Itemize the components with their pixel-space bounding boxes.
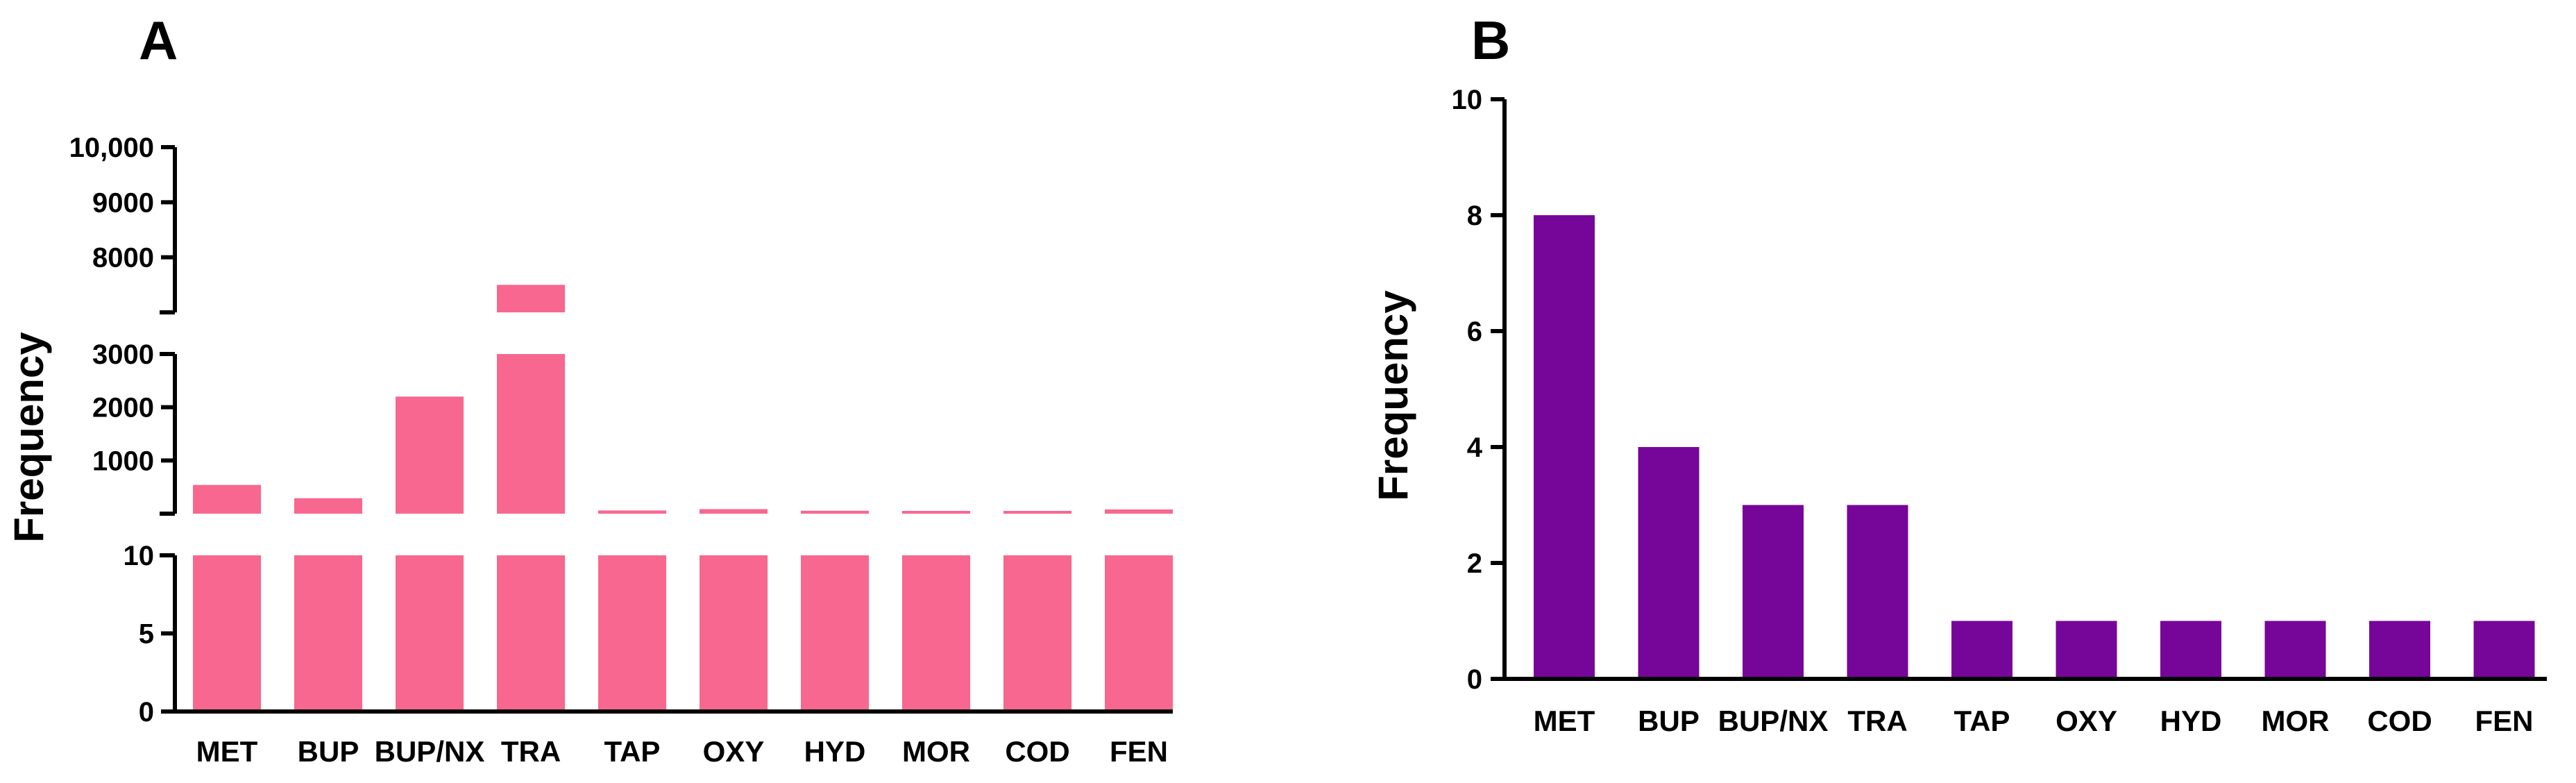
panel-a-y-tick-label: 10,000 <box>69 133 154 163</box>
panel-b-x-tick-label: TAP <box>1954 705 2010 737</box>
bar-mor-segment-mid <box>902 511 970 514</box>
panel-b-y-tick-label: 8 <box>1467 201 1482 231</box>
panel-a-x-tick-label: COD <box>1005 735 1069 768</box>
panel-b-y-tick-label: 2 <box>1467 548 1482 579</box>
panel-b-x-tick-label: MOR <box>2262 705 2330 737</box>
bar-mor-segment-low <box>902 555 970 712</box>
bar-cod-segment-mid <box>1003 511 1071 514</box>
bar-mor <box>2264 621 2326 679</box>
panel-a-x-tick-label: MOR <box>902 735 970 768</box>
bar-tra-segment-low <box>497 555 565 712</box>
bar-bup-nx <box>1743 505 1804 679</box>
panel-a-y-tick-label: 0 <box>139 697 154 727</box>
panel-b-y-tick-label: 4 <box>1467 432 1483 463</box>
bar-tap-segment-mid <box>598 510 666 514</box>
panel-b-letter: B <box>1471 10 1510 71</box>
bar-tap-segment-low <box>598 555 666 712</box>
panel-a-x-tick-label: TAP <box>604 735 661 768</box>
panel-b-x-tick-label: HYD <box>2160 705 2222 737</box>
panel-a-bars <box>193 285 1173 712</box>
panel-a-y-tick-label: 3000 <box>92 339 154 370</box>
panel-b-y-tick-label: 6 <box>1467 317 1482 347</box>
panel-a-x-tick-labels: MET BUP BUP/NX TRA TAP OXY HYD MOR COD FEN <box>196 735 1168 768</box>
bar-bup-segment-mid <box>294 498 362 514</box>
bar-tra-segment-high <box>497 285 565 312</box>
panel-a-x-tick-label: OXY <box>703 735 765 768</box>
bar-fen <box>2473 621 2535 679</box>
panel-a-y-axis-title: Frequency <box>6 332 52 543</box>
panel-a-y-tick-label: 1000 <box>92 446 154 476</box>
panel-b-x-tick-label: FEN <box>2475 705 2534 737</box>
bar-hyd-segment-mid <box>801 510 869 514</box>
panel-a-letter: A <box>139 10 178 71</box>
bar-bup-nx-segment-mid <box>396 396 464 514</box>
panel-b-x-tick-label: OXY <box>2056 705 2117 737</box>
bar-oxy-segment-mid <box>700 509 768 514</box>
bar-cod <box>2369 621 2430 679</box>
bar-met-segment-low <box>193 555 261 712</box>
bar-cod-segment-low <box>1003 555 1071 712</box>
panel-b-x-tick-label: BUP <box>1638 705 1700 737</box>
panel-a-chart: A Frequency 0 5 10 1000 2000 3000 8000 9000 10,0… <box>6 10 1173 768</box>
bar-hyd <box>2160 621 2221 679</box>
panel-a-x-tick-label: FEN <box>1110 735 1168 768</box>
panel-b-bars <box>1534 215 2535 679</box>
panel-b-y-axis-title: Frequency <box>1370 290 1416 501</box>
panel-a-x-tick-label: MET <box>196 735 258 768</box>
bar-tap <box>1951 621 2012 679</box>
panel-a-y-tick-label: 8000 <box>92 243 154 273</box>
panel-a-x-tick-label: BUP/NX <box>375 735 485 768</box>
bar-bup-nx-segment-low <box>396 555 464 712</box>
bar-oxy-segment-low <box>700 555 768 712</box>
bar-oxy <box>2056 621 2117 679</box>
bar-tra-segment-mid <box>497 354 565 514</box>
panel-b-x-tick-label: MET <box>1534 705 1595 737</box>
panel-b-x-tick-label: BUP/NX <box>1718 705 1829 737</box>
bar-fen-segment-low <box>1105 555 1173 712</box>
bar-tra <box>1847 505 1908 679</box>
panel-a-y-tick-label: 10 <box>124 541 155 571</box>
panel-b-y-axis: 0 2 4 6 8 10 <box>1452 85 2547 695</box>
panel-b-x-tick-label: TRA <box>1847 705 1907 737</box>
panel-a-x-tick-label: HYD <box>804 735 866 768</box>
bar-met-segment-mid <box>193 485 261 514</box>
panel-b-chart: B Frequency 0 2 4 6 8 10 MET BUP BUP/NX TRA TAP OX… <box>1370 10 2547 737</box>
bar-fen-segment-mid <box>1105 509 1173 514</box>
panel-a-y-tick-label: 5 <box>139 619 154 650</box>
panel-a-y-tick-label: 2000 <box>92 393 154 423</box>
panel-a-y-tick-label: 9000 <box>92 187 154 218</box>
panel-a-y-axis: 0 5 10 1000 2000 3000 8000 9000 10,000 <box>69 133 1173 727</box>
panel-a-x-tick-label: BUP <box>298 735 359 768</box>
panel-b-x-tick-labels: MET BUP BUP/NX TRA TAP OXY HYD MOR COD FEN <box>1534 705 2534 737</box>
panel-b-y-tick-label: 10 <box>1452 85 1483 115</box>
bar-met <box>1534 215 1595 679</box>
panel-b-y-tick-label: 0 <box>1467 664 1482 695</box>
bar-hyd-segment-low <box>801 555 869 712</box>
panel-b-x-tick-label: COD <box>2367 705 2432 737</box>
bar-bup <box>1638 447 1700 679</box>
bar-bup-segment-low <box>294 555 362 712</box>
panel-a-x-tick-label: TRA <box>501 735 561 768</box>
